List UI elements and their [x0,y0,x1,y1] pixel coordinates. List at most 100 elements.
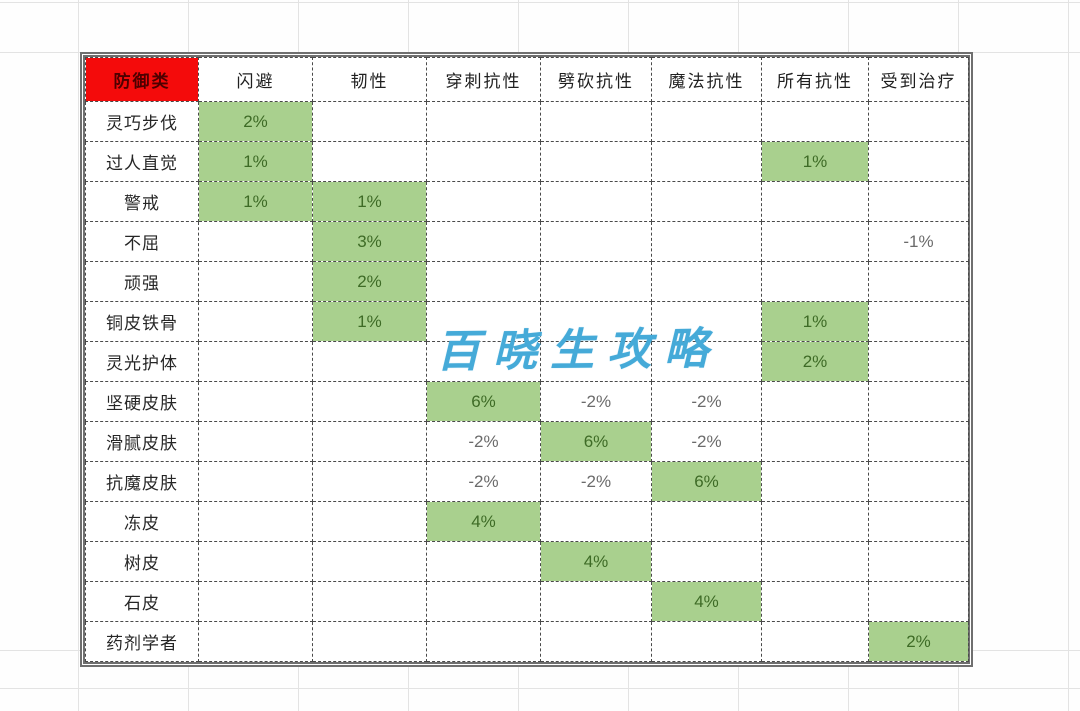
value-cell[interactable] [198,581,313,622]
value-cell[interactable] [651,221,762,262]
value-cell[interactable] [761,581,869,622]
value-cell[interactable] [312,141,427,182]
value-cell[interactable] [426,341,541,382]
value-cell[interactable] [426,301,541,342]
column-header-6[interactable]: 受到治疗 [868,57,969,102]
value-cell[interactable] [651,261,762,302]
value-cell[interactable]: 1% [312,181,427,222]
value-cell[interactable] [868,101,969,142]
value-cell[interactable]: 2% [312,261,427,302]
value-cell[interactable] [761,101,869,142]
value-cell[interactable] [868,541,969,582]
value-cell[interactable]: -2% [540,461,652,502]
value-cell[interactable] [426,181,541,222]
value-cell[interactable] [198,221,313,262]
value-cell[interactable] [761,421,869,462]
value-cell[interactable]: 1% [198,141,313,182]
value-cell[interactable] [426,101,541,142]
value-cell[interactable] [426,221,541,262]
row-label[interactable]: 不屈 [85,221,199,262]
value-cell[interactable]: 6% [651,461,762,502]
value-cell[interactable] [761,221,869,262]
column-header-0[interactable]: 闪避 [198,57,313,102]
value-cell[interactable] [868,301,969,342]
row-label[interactable]: 铜皮铁骨 [85,301,199,342]
value-cell[interactable] [312,501,427,542]
value-cell[interactable] [868,461,969,502]
value-cell[interactable]: 2% [198,101,313,142]
value-cell[interactable] [540,341,652,382]
value-cell[interactable] [426,621,541,662]
value-cell[interactable] [198,461,313,502]
value-cell[interactable] [651,301,762,342]
column-header-2[interactable]: 穿刺抗性 [426,57,541,102]
value-cell[interactable] [540,141,652,182]
value-cell[interactable] [198,261,313,302]
value-cell[interactable] [540,581,652,622]
value-cell[interactable] [426,261,541,302]
corner-header-cell[interactable]: 防御类 [85,57,199,102]
row-label[interactable]: 药剂学者 [85,621,199,662]
value-cell[interactable] [198,381,313,422]
value-cell[interactable] [651,541,762,582]
value-cell[interactable] [761,541,869,582]
value-cell[interactable]: 4% [651,581,762,622]
value-cell[interactable] [540,501,652,542]
row-label[interactable]: 冻皮 [85,501,199,542]
row-label[interactable]: 坚硬皮肤 [85,381,199,422]
value-cell[interactable] [761,501,869,542]
value-cell[interactable]: -1% [868,221,969,262]
row-label[interactable]: 顽强 [85,261,199,302]
value-cell[interactable] [198,301,313,342]
value-cell[interactable] [651,101,762,142]
value-cell[interactable] [198,621,313,662]
value-cell[interactable] [651,621,762,662]
column-header-1[interactable]: 韧性 [312,57,427,102]
value-cell[interactable] [426,581,541,622]
value-cell[interactable]: -2% [540,381,652,422]
value-cell[interactable] [312,421,427,462]
value-cell[interactable]: 1% [198,181,313,222]
value-cell[interactable] [868,261,969,302]
value-cell[interactable] [198,341,313,382]
value-cell[interactable] [198,421,313,462]
value-cell[interactable] [312,341,427,382]
value-cell[interactable]: 4% [426,501,541,542]
value-cell[interactable] [651,501,762,542]
value-cell[interactable] [198,501,313,542]
value-cell[interactable]: 6% [540,421,652,462]
value-cell[interactable]: 6% [426,381,541,422]
column-header-4[interactable]: 魔法抗性 [651,57,762,102]
row-label[interactable]: 石皮 [85,581,199,622]
row-label[interactable]: 警戒 [85,181,199,222]
value-cell[interactable] [868,181,969,222]
value-cell[interactable]: 1% [761,301,869,342]
value-cell[interactable] [868,381,969,422]
value-cell[interactable]: 4% [540,541,652,582]
value-cell[interactable] [651,341,762,382]
value-cell[interactable]: -2% [426,421,541,462]
value-cell[interactable] [868,501,969,542]
value-cell[interactable] [540,221,652,262]
row-label[interactable]: 树皮 [85,541,199,582]
value-cell[interactable]: -2% [426,461,541,502]
value-cell[interactable] [761,181,869,222]
value-cell[interactable] [540,301,652,342]
value-cell[interactable] [312,461,427,502]
value-cell[interactable] [426,541,541,582]
column-header-5[interactable]: 所有抗性 [761,57,869,102]
value-cell[interactable]: 2% [868,621,969,662]
value-cell[interactable] [198,541,313,582]
value-cell[interactable] [868,141,969,182]
value-cell[interactable] [540,101,652,142]
value-cell[interactable] [761,381,869,422]
value-cell[interactable] [312,381,427,422]
value-cell[interactable] [761,461,869,502]
value-cell[interactable] [868,341,969,382]
value-cell[interactable] [651,141,762,182]
value-cell[interactable] [651,181,762,222]
row-label[interactable]: 过人直觉 [85,141,199,182]
value-cell[interactable] [761,261,869,302]
value-cell[interactable] [312,541,427,582]
row-label[interactable]: 抗魔皮肤 [85,461,199,502]
